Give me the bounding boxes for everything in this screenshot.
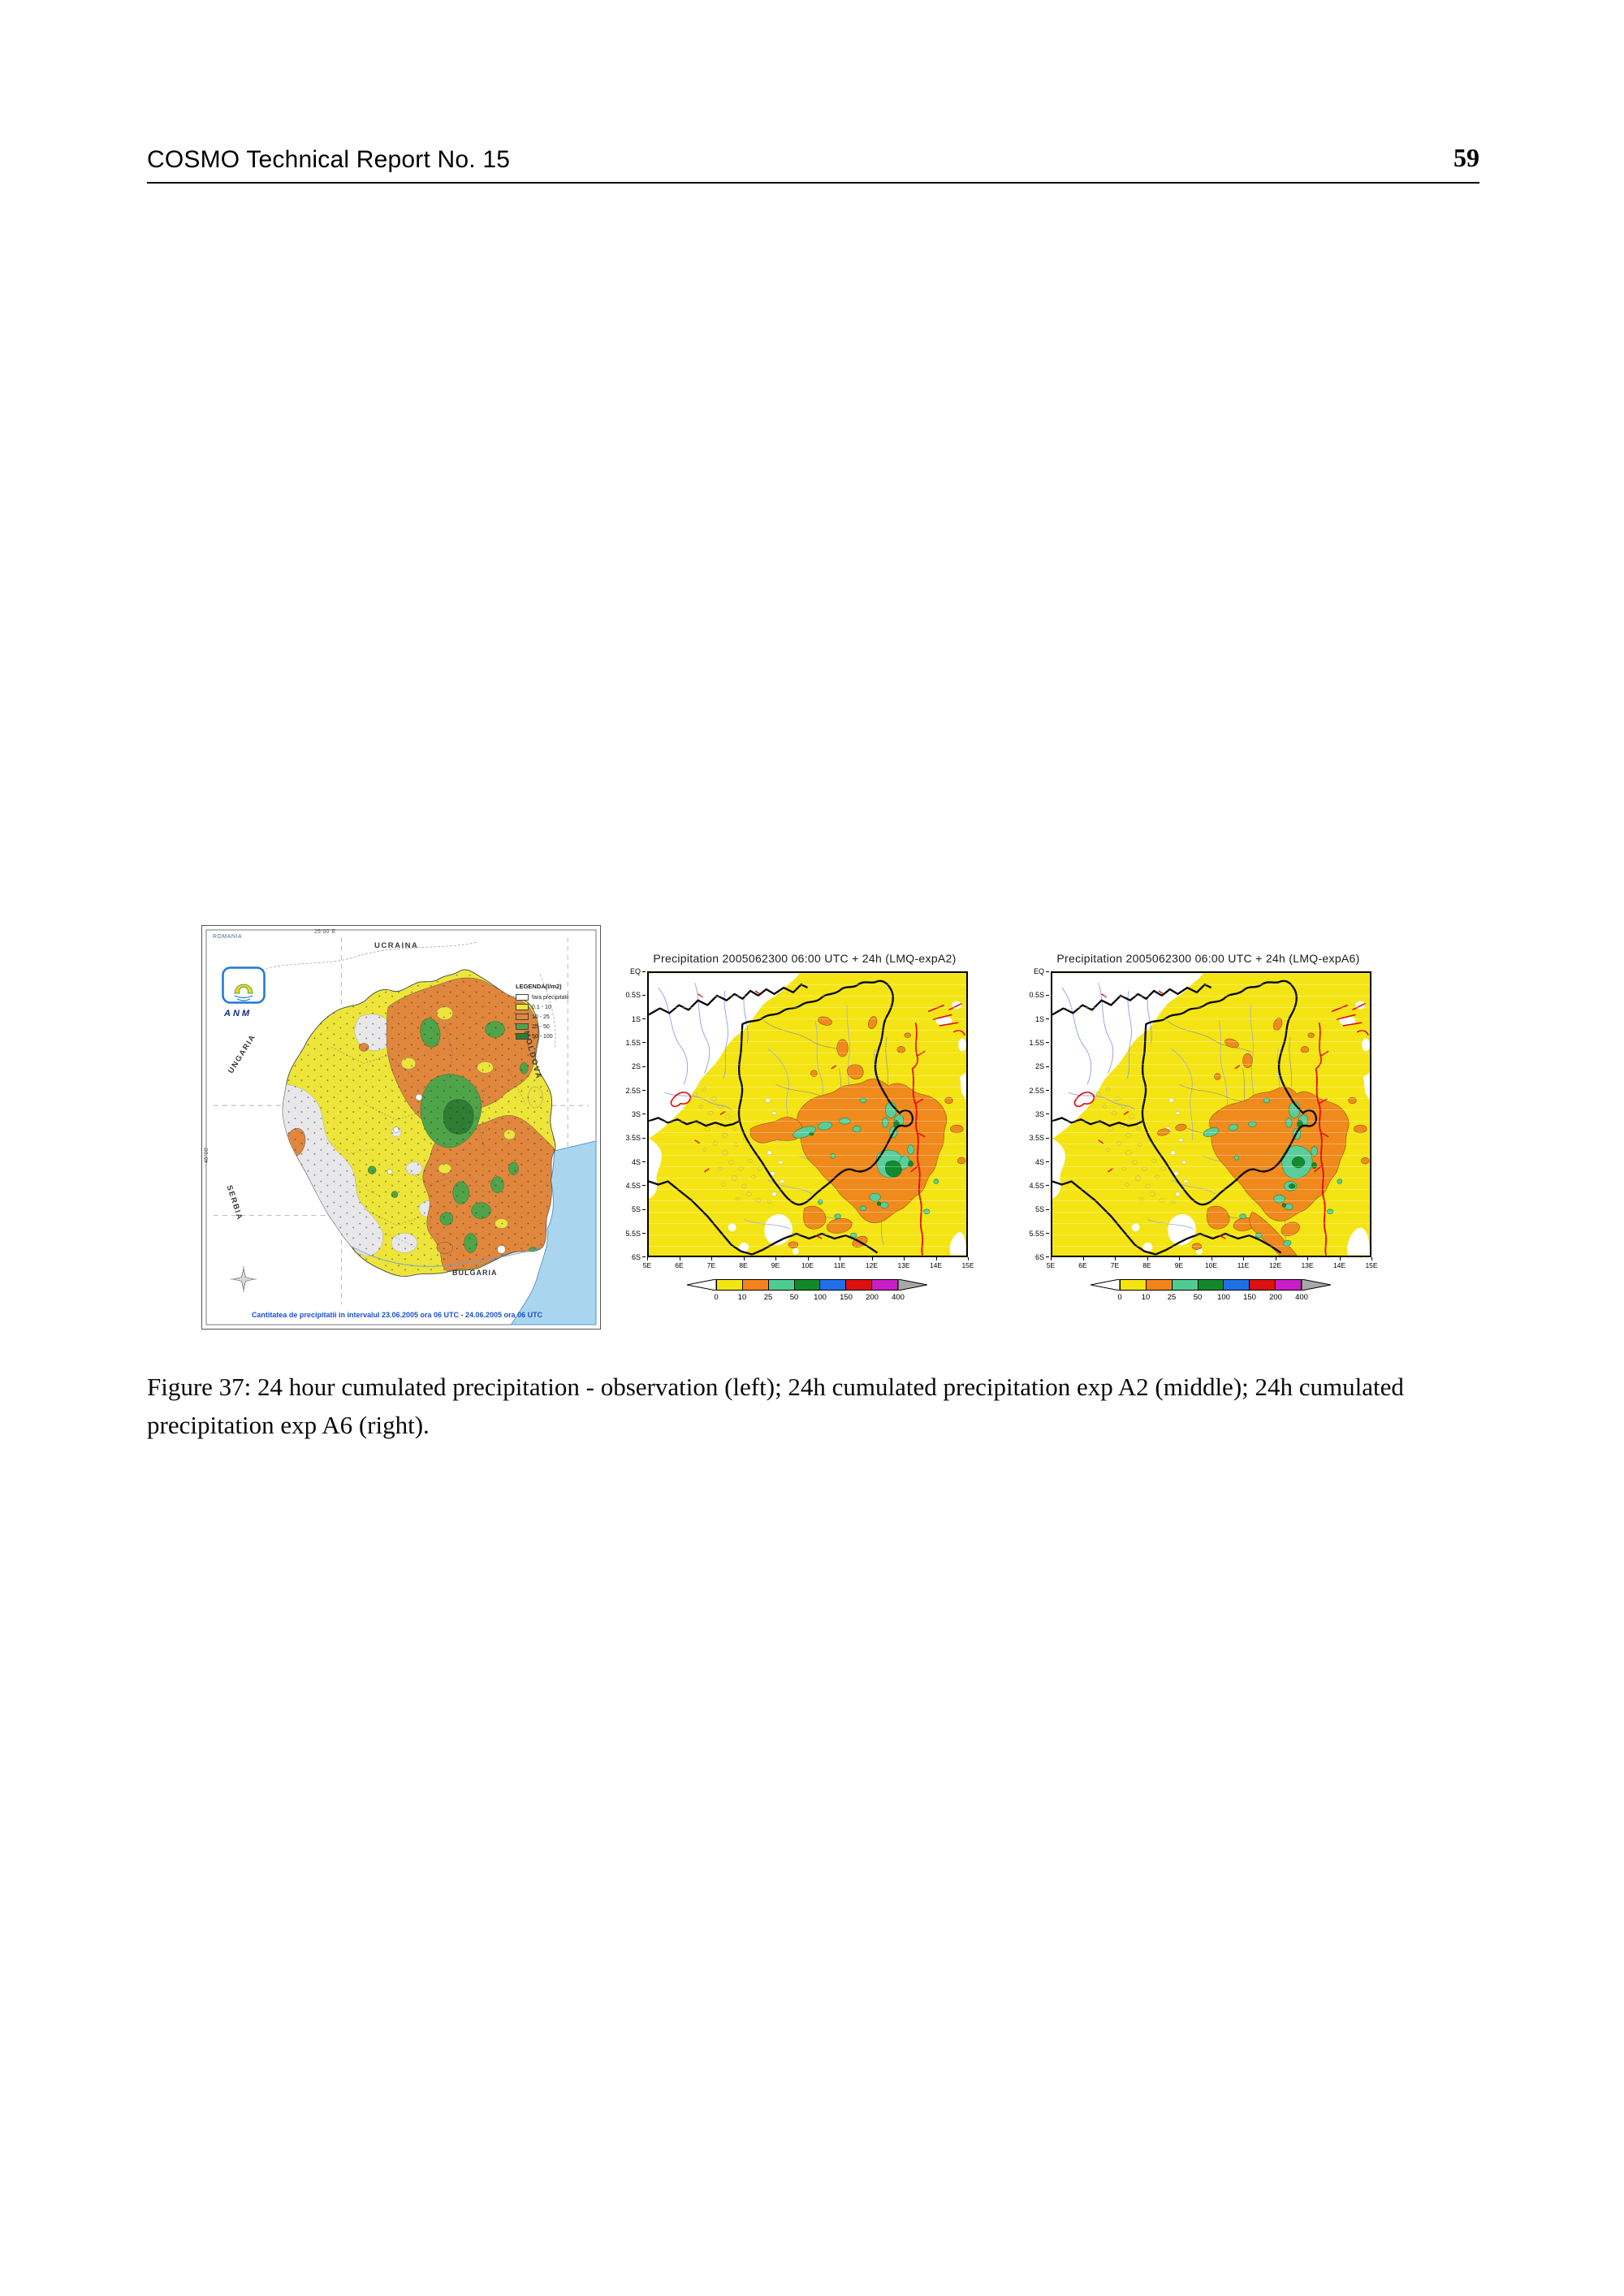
legend-item: 50 - 100 (516, 1031, 598, 1041)
report-title: COSMO Technical Report No. 15 (147, 146, 511, 173)
longitude-tick-label: 25°00' E (314, 929, 336, 935)
legend-item: 25 - 50 (516, 1022, 598, 1031)
model-plot (1051, 971, 1371, 1257)
obs-legend-title: LEGENDA(l/m2) (516, 983, 562, 990)
colorbar-segment (1198, 1280, 1224, 1290)
legend-item-label: fara precipitatii (532, 994, 569, 1001)
colorbar-segment (872, 1280, 898, 1290)
model-map-graphic (649, 973, 966, 1256)
obs-legend: LEGENDA(l/m2) fara precipitatii 0.1 - 10 (516, 983, 598, 1041)
colorbar-segment (1276, 1280, 1302, 1290)
colorbar-segment (742, 1280, 769, 1290)
anm-logo-icon (222, 966, 266, 1004)
colorbar-segment (1146, 1280, 1173, 1290)
observation-map-graphic (205, 929, 597, 1325)
legend-item: 10 - 25 (516, 1012, 598, 1022)
colorbar: 0 10 25 50 100 150 200 400 (1091, 1279, 1331, 1305)
colorbar-segment (1224, 1280, 1250, 1290)
latitude-tick-label: 45°00' (204, 1147, 209, 1163)
obs-corner-label: ROMANIA (213, 934, 243, 940)
legend-item: 0.1 - 10 (516, 1002, 598, 1012)
colorbar-segment (820, 1280, 847, 1290)
legend-item-label: 50 - 100 (532, 1033, 553, 1040)
model-map-expA6: Precipitation 2005062300 06:00 UTC + 24h… (1029, 952, 1385, 1313)
model-map-graphic (1052, 973, 1370, 1256)
anm-logo-label: ANM (224, 1009, 253, 1018)
model-map-expA2: Precipitation 2005062300 06:00 UTC + 24h… (625, 952, 982, 1313)
legend-swatch (516, 994, 529, 1001)
model-plot (647, 971, 968, 1257)
compass-rose-icon (231, 1266, 257, 1292)
colorbar-segment (768, 1280, 795, 1290)
legend-swatch (516, 1004, 529, 1010)
obs-bottom-caption: Cantitatea de precipitatii in intervalul… (251, 1311, 543, 1319)
colorbar-labels: 0 10 25 50 100 150 200 400 (1117, 1293, 1308, 1302)
legend-swatch (516, 1033, 529, 1040)
colorbar-arrows (687, 1279, 927, 1291)
x-axis-ticks: 5E 6E 7E 8E 9E 10E 11E 12E 13E 14E 15E (642, 1257, 974, 1269)
y-axis-ticks: EQ 0.5S 1S 1.5S 2S 2.5S 3S 3.5S 4S 4.5S 5S 5.5S 6S (625, 967, 641, 1261)
model-map-title: Precipitation 2005062300 06:00 UTC + 24h… (653, 952, 957, 965)
legend-item: fara precipitatii (516, 992, 598, 1002)
country-label-bulgaria: BULGARIA (452, 1269, 498, 1277)
colorbar-strip (1120, 1279, 1302, 1291)
legend-item-label: 0.1 - 10 (532, 1004, 551, 1010)
legend-swatch (516, 1023, 529, 1030)
colorbar-segment (1121, 1280, 1147, 1290)
colorbar-segment (794, 1280, 821, 1290)
legend-swatch (516, 1014, 529, 1020)
legend-item-label: 10 - 25 (532, 1014, 550, 1020)
page-number: 59 (1453, 143, 1479, 172)
legend-item-label: 25 - 50 (532, 1023, 550, 1030)
colorbar-labels: 0 10 25 50 100 150 200 400 (714, 1293, 905, 1302)
figure-caption: Figure 37: 24 hour cumulated precipitati… (147, 1373, 1404, 1439)
colorbar-strip (716, 1279, 898, 1291)
colorbar-segment (1172, 1280, 1199, 1290)
y-axis-ticks: EQ 0.5S 1S 1.5S 2S 2.5S 3S 3.5S 4S 4.5S 5S 5.5S 6S (1029, 967, 1044, 1261)
obs-legend-items: fara precipitatii 0.1 - 10 10 - 25 (516, 992, 598, 1041)
colorbar-segment (1250, 1280, 1276, 1290)
colorbar: 0 10 25 50 100 150 200 400 (687, 1279, 927, 1305)
observation-map: ROMANIA 25°00' E 45°00' UCRAINA MOLDOVA … (201, 925, 601, 1330)
header-rule (147, 182, 1479, 184)
colorbar-segment (717, 1280, 743, 1290)
colorbar-segment (846, 1280, 873, 1290)
x-axis-ticks: 5E 6E 7E 8E 9E 10E 11E 12E 13E 14E 15E (1046, 1257, 1378, 1269)
model-map-title: Precipitation 2005062300 06:00 UTC + 24h… (1056, 952, 1360, 965)
country-label-ucraina: UCRAINA (374, 941, 419, 950)
